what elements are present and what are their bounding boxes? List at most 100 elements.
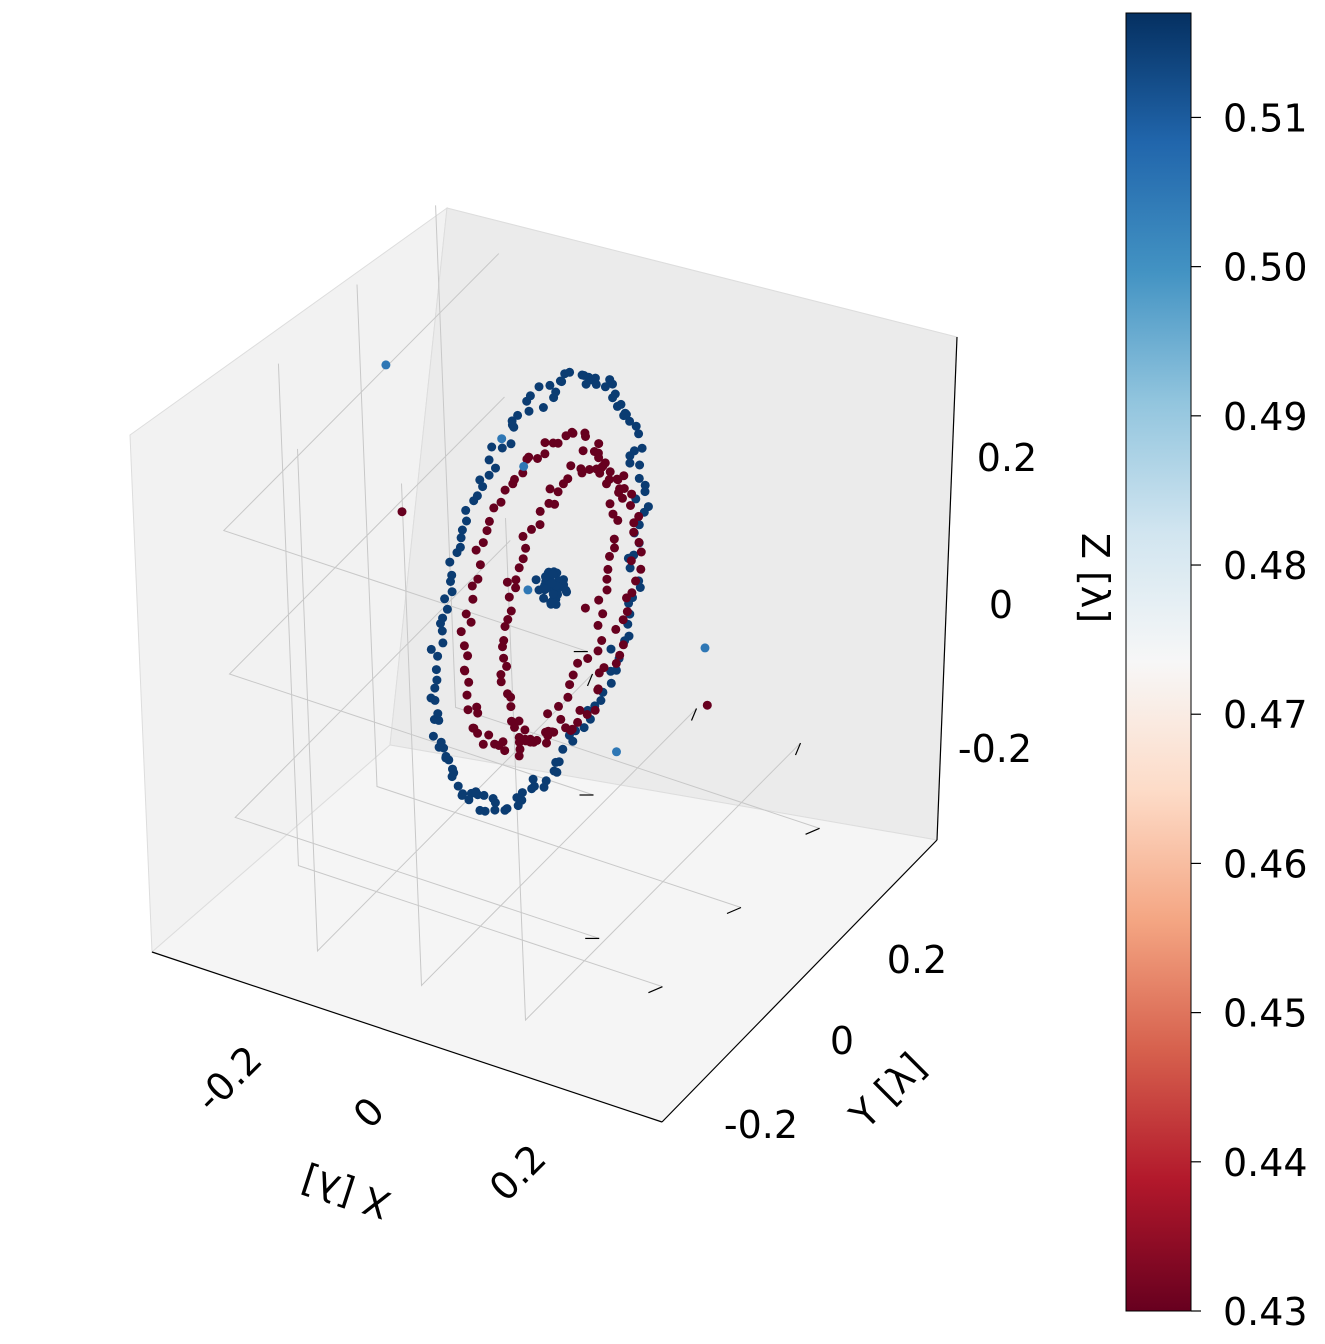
ring-point	[432, 675, 442, 685]
ring-point	[619, 471, 629, 481]
ring-point	[500, 622, 510, 631]
ring-point	[634, 511, 644, 521]
ring-point	[438, 613, 448, 623]
ring-point	[540, 449, 550, 459]
ring-point	[490, 805, 500, 815]
ring-point	[634, 537, 644, 547]
y-tick-label: 0	[830, 1019, 854, 1063]
colorbar: 0.43 0.44 0.45 0.46 0.47 0.48 0.49 0.50 0.51	[1125, 12, 1308, 1334]
ring-point	[596, 696, 606, 705]
z-tick-labels: -0.2 0 0.2	[958, 436, 1037, 771]
ring-point	[448, 764, 457, 774]
ring-point	[525, 391, 535, 401]
gridline-x	[297, 448, 593, 953]
ring-point	[605, 551, 614, 561]
ring-point	[491, 463, 500, 473]
ring-point	[606, 678, 616, 688]
ring-point	[464, 795, 474, 805]
gridline-x	[401, 483, 697, 987]
ring-point	[527, 524, 536, 534]
y-tick-labels: -0.2 0 0.2	[724, 938, 947, 1147]
ring-point	[605, 467, 615, 477]
ring-point	[484, 455, 494, 465]
ring-point	[602, 585, 612, 595]
z-tick-label: 0	[989, 583, 1013, 627]
ring-point	[629, 527, 639, 537]
gridline-z	[228, 396, 594, 796]
ring-point	[507, 716, 516, 726]
ring-point	[428, 731, 438, 741]
ring-point	[598, 461, 608, 471]
y-axis-line	[661, 839, 938, 1123]
ring-point	[426, 644, 436, 654]
ring-point	[457, 790, 467, 800]
scatter-point	[561, 585, 571, 595]
scatter-point	[612, 747, 621, 757]
ring-point	[636, 564, 646, 574]
ring-point	[600, 382, 610, 392]
ring-point	[475, 805, 485, 815]
ring-point	[611, 658, 621, 668]
ring-point	[513, 801, 523, 811]
ring-point	[475, 560, 485, 570]
ring-point	[573, 717, 583, 727]
ring-point	[577, 468, 587, 478]
ring-point	[539, 782, 549, 792]
ring-point	[499, 636, 509, 645]
ring-point	[490, 798, 500, 808]
ring-point	[568, 670, 578, 680]
colorbar-tick-label: 0.49	[1223, 395, 1308, 439]
ring-point	[478, 739, 488, 749]
y-axis-label: Y [λ]	[841, 1044, 935, 1138]
ring-point	[551, 757, 561, 767]
ring-point	[468, 723, 478, 733]
ring-point	[459, 665, 469, 675]
x-tick-mark	[794, 742, 802, 756]
gridline-y	[435, 205, 820, 829]
ring-point	[631, 576, 641, 586]
ring-point	[558, 744, 568, 754]
ring-point	[500, 485, 510, 495]
scatter-point	[547, 578, 557, 588]
colorbar-tick-label: 0.44	[1223, 1141, 1308, 1185]
ring-point	[566, 461, 576, 471]
ring-point	[484, 516, 494, 526]
ring-point	[591, 379, 601, 389]
ring-point	[625, 458, 635, 468]
ring-point	[511, 575, 521, 585]
ring-point	[634, 473, 644, 483]
ring-point	[593, 646, 603, 656]
ring-point	[434, 715, 444, 725]
gridline-x	[505, 518, 801, 1022]
x-tick-label: 0.2	[481, 1136, 555, 1210]
ring-point	[478, 538, 488, 548]
ring-point	[463, 651, 473, 661]
ring-point	[472, 491, 482, 501]
ring-point	[585, 465, 594, 474]
ring-point	[593, 685, 603, 695]
x-axis-line	[151, 951, 663, 1123]
ring-point	[535, 520, 545, 530]
ring-point	[528, 774, 538, 784]
scatter-point	[539, 593, 549, 603]
ring-point	[634, 429, 644, 439]
ring-point	[578, 446, 588, 456]
ring-point	[550, 499, 560, 509]
ring-point	[565, 680, 575, 690]
ring-point	[622, 593, 631, 603]
gridline-y	[277, 363, 663, 988]
colorbar-gradient	[1125, 12, 1192, 1312]
colorbar-ticks: 0.43 0.44 0.45 0.46 0.47 0.48 0.49 0.50 0.51	[1191, 96, 1308, 1334]
scatter-point	[541, 584, 551, 594]
ring-point	[608, 379, 617, 389]
ring-point	[608, 393, 618, 403]
ring-point	[610, 543, 619, 553]
ring-point	[582, 710, 592, 719]
ring-point	[561, 723, 571, 733]
ring-point	[635, 460, 645, 470]
ring-point	[524, 452, 534, 462]
z-axis-line	[936, 336, 958, 841]
ring-point	[635, 583, 645, 592]
ring-point	[616, 399, 626, 409]
